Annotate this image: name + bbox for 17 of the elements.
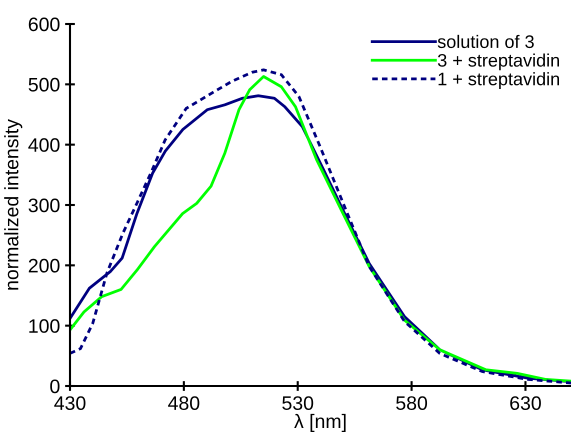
x-tick-label: 630: [510, 396, 541, 410]
y-tick-label: 600: [28, 17, 60, 32]
y-axis-title: normalized intensity: [4, 119, 22, 290]
legend-label: solution of 3: [438, 34, 534, 48]
y-tick-label: 200: [28, 258, 60, 273]
y-tick-label: 0: [50, 379, 60, 394]
x-tick-label: 430: [54, 396, 86, 410]
y-tick-label: 400: [28, 138, 60, 152]
legend-label: 3 + streptavidin: [438, 53, 559, 70]
y-tick-label: 100: [29, 319, 60, 333]
x-axis-title: λ [nm]: [294, 414, 346, 432]
y-tick-label: 300: [28, 198, 60, 212]
x-tick-label: 480: [168, 396, 200, 410]
x-tick-label: 530: [282, 396, 314, 410]
y-tick-label: 500: [28, 78, 60, 92]
x-tick-label: 580: [396, 396, 428, 410]
legend-label: 1 + streptavidin: [438, 72, 559, 89]
